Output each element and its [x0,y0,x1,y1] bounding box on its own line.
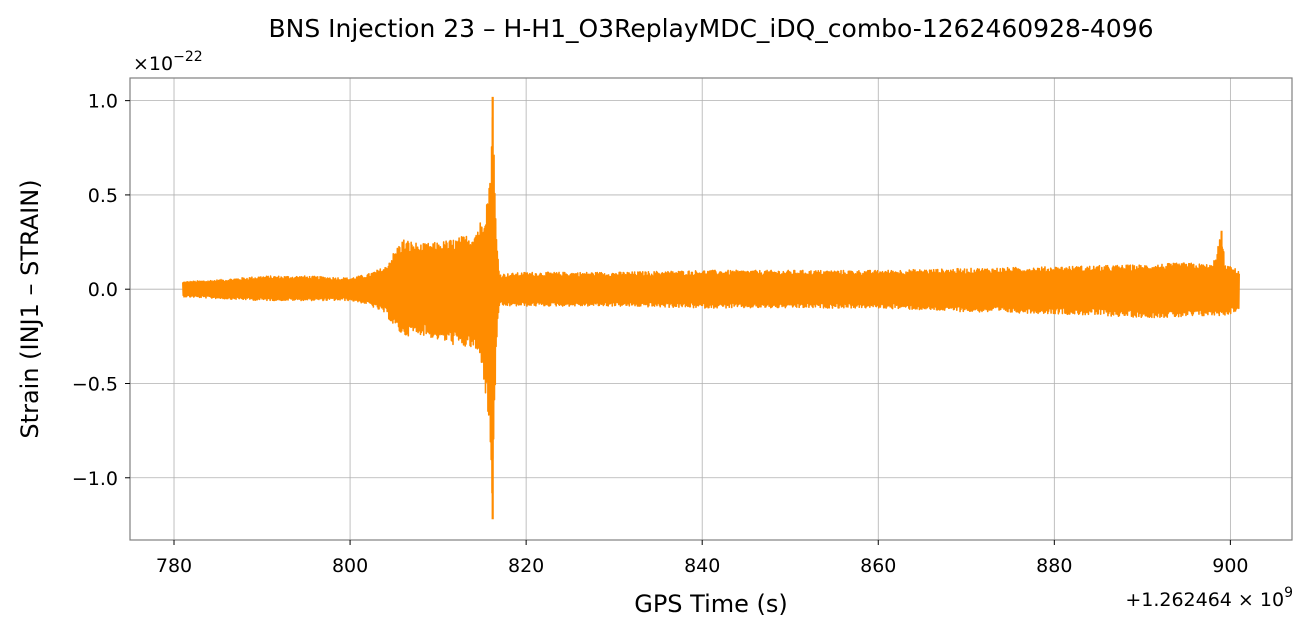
x-offset-base: +1.262464 × 10 [1125,589,1284,611]
y-multiplier-exponent: −22 [173,49,203,65]
y-tick-label: −0.5 [72,373,118,395]
x-axis-offset: +1.262464 × 109 [1125,585,1293,611]
axes-frame [129,77,1293,541]
svg-text:×10−22: ×10−22 [133,49,203,75]
x-tick-label: 820 [508,555,544,577]
y-axis-ticks: −1.0 −0.5 0.0 0.5 1.0 [72,91,130,490]
y-axis-title: Strain (INJ1 – STRAIN) [16,179,44,438]
x-tick-label: 900 [1212,555,1248,577]
y-tick-label: −1.0 [72,468,118,490]
x-tick-label: 880 [1036,555,1072,577]
x-tick-label: 860 [860,555,896,577]
x-tick-label: 840 [684,555,720,577]
x-tick-label: 800 [332,555,368,577]
x-axis-title: GPS Time (s) [634,590,788,618]
y-tick-label: 0.0 [88,279,118,301]
x-offset-exponent: 9 [1284,585,1293,601]
y-tick-label: 1.0 [88,91,118,113]
x-axis-ticks: 780 800 820 840 860 880 900 [156,540,1249,577]
y-tick-label: 0.5 [88,185,118,207]
y-axis-multiplier: ×10−22 [133,49,203,75]
y-multiplier-base: ×10 [133,53,173,75]
chart-title: BNS Injection 23 – H-H1_O3ReplayMDC_iDQ_… [268,14,1153,43]
plot-area [182,96,1240,520]
series-line [182,117,1240,494]
x-tick-label: 780 [156,555,192,577]
svg-text:+1.262464 × 109: +1.262464 × 109 [1125,585,1293,611]
